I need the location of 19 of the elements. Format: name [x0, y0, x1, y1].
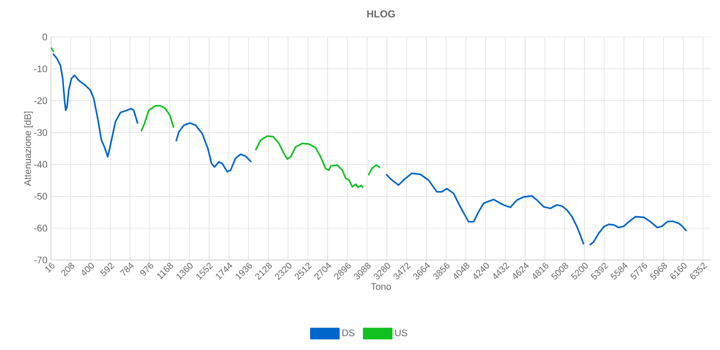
x-tick-label: 784 [120, 262, 134, 276]
legend-label: US [395, 330, 408, 336]
x-tick-label: 400 [82, 262, 94, 276]
x-tick-label: 208 [61, 262, 74, 276]
y-tick-label: -50 [34, 192, 48, 200]
y-tick-label: -60 [34, 224, 48, 232]
y-tick-label: 0 [42, 34, 48, 40]
y-tick-label: -30 [34, 129, 48, 136]
x-tick-label: 592 [100, 262, 114, 276]
y-tick-label: -10 [34, 65, 48, 72]
y-tick-label: -20 [34, 97, 48, 104]
x-tick-label: 16 [45, 262, 54, 273]
y-tick-label: -40 [34, 161, 48, 168]
y-axis-title: Attenuazione [dB] [24, 112, 33, 186]
y-tick-label: -70 [34, 256, 48, 264]
x-tick-label: 976 [140, 262, 154, 276]
chart-title: HLOG [367, 10, 395, 18]
legend-label: DS [342, 330, 354, 336]
x-axis-title: Tono [370, 283, 391, 290]
